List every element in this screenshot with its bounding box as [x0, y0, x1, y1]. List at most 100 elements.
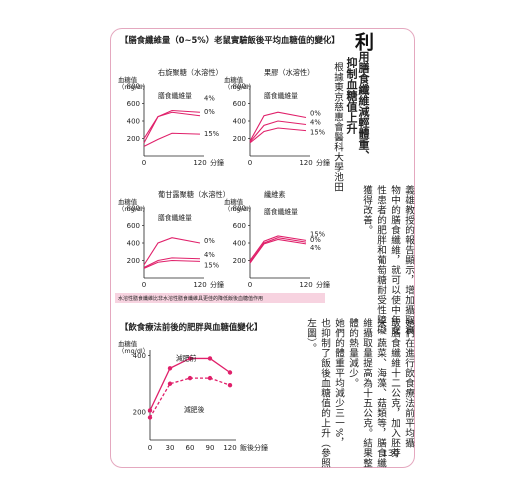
data-point	[207, 356, 213, 361]
series-line	[143, 259, 201, 269]
x-tick-label: 90	[206, 444, 215, 452]
series-label: 15%	[204, 130, 220, 138]
source-text: 根據東京慈惠會醫科大學池田	[332, 62, 343, 192]
series-label: 0%	[204, 237, 215, 245]
caption-box	[115, 293, 325, 303]
x-tick-label: 0	[142, 159, 146, 167]
series-label: 15%	[204, 261, 220, 269]
y-tick-label: 800	[233, 83, 246, 91]
legend-header: 膳食纖維量	[264, 207, 298, 216]
section1-title: 【膳食纖維量（0~5%）老鼠實驗飯後平均血糖值的變化】	[120, 35, 340, 45]
chart-dextran: 右旋聚糖（水溶性） 血糖值（mg/dl） 200 400 600 800 0 120 分鐘 膳食纖…	[118, 68, 224, 167]
y-tick-label: 600	[233, 100, 246, 108]
series-label: 4%	[204, 251, 215, 259]
body-bottom-col-5: 體的熱量減少。	[347, 318, 358, 388]
y-tick-label: 200	[233, 257, 246, 265]
data-point	[227, 382, 233, 388]
y-tick-label: 400	[127, 118, 140, 126]
y-tick-label: 800	[233, 205, 246, 213]
chart-caption: 水溶性膳食纖維比非水溶性膳食纖維具更佳的降低飯後血糖值作用	[118, 296, 264, 302]
side-title-line2: 抑制血糖值上升	[345, 57, 358, 134]
x-tick-label: 0	[248, 281, 252, 289]
body-top-col-3: 性患者的肥胖和葡萄糖耐受性障礙	[375, 185, 386, 335]
body-bottom-col-7: 也抑制了飯後血糖值的上升（參照	[319, 318, 330, 468]
x-axis-label: 分鐘	[316, 280, 330, 289]
body-bottom-col-6: 她們的體重平均減少三一%，	[333, 318, 344, 448]
series-line	[249, 237, 307, 263]
y-axis-unit: （mg/dl）	[118, 205, 149, 213]
y-tick-label: 400	[133, 352, 146, 360]
x-tick-label: 120	[299, 281, 312, 289]
y-axis-label: 血糖值	[118, 75, 138, 84]
series-line	[249, 120, 307, 143]
series-line	[143, 111, 201, 139]
x-tick-label: 120	[223, 444, 236, 452]
data-point	[147, 408, 153, 413]
data-point	[187, 356, 193, 361]
y-tick-label: 200	[233, 135, 246, 143]
x-tick-label: 30	[166, 444, 175, 452]
x-axis-label: 飯後分鐘	[240, 443, 268, 452]
series-line	[249, 235, 307, 261]
section2-title: 【飲食療法前後的肥胖與血糖值變化】	[120, 322, 263, 332]
chart-title: 右旋聚糖（水溶性）	[158, 68, 223, 77]
body-bottom-col-3: 米、蔬菜、海藻、菇類等，膳食纖	[375, 318, 386, 468]
chart-pectin: 果膠（水溶性） 血糖值（mg/dl） 200 400 600 800 0 120 分鐘 膳食纖維量…	[224, 68, 330, 167]
series-label: 15%	[310, 129, 326, 137]
y-tick-label: 800	[127, 83, 140, 91]
series-line	[143, 257, 201, 268]
body-bottom-col-1: 她們在進行飲食療法前平均攝	[403, 318, 414, 448]
y-axis-label: 血糖值	[224, 197, 244, 206]
y-tick-label: 600	[233, 222, 246, 230]
y-axis-unit: （mg/dl）	[224, 83, 255, 91]
page-frame	[110, 28, 415, 468]
series-label: 4%	[310, 119, 321, 127]
series-label: 0%	[310, 110, 321, 118]
chart-glucomannan: 葡甘露聚糖（水溶性） 血糖值（mg/dl） 200 400 600 800 0 120 分鐘 膳食…	[118, 190, 230, 289]
y-axis-unit: （mg/dl）	[118, 347, 149, 355]
y-axis-label: 血糖值	[118, 339, 138, 348]
y-tick-label: 400	[127, 240, 140, 248]
series-label: 0%	[204, 108, 215, 116]
y-tick-label: 600	[127, 100, 140, 108]
legend-header: 膳食纖維量	[158, 91, 192, 100]
series-line	[249, 238, 307, 264]
series-label: 0%	[310, 236, 321, 244]
series-label: 4%	[204, 94, 215, 102]
y-tick-label: 200	[127, 257, 140, 265]
y-tick-label: 200	[133, 408, 146, 416]
series-line	[249, 127, 307, 144]
series-label: 減肥後	[184, 405, 205, 414]
series-line	[143, 237, 201, 266]
series-label: 4%	[310, 244, 321, 252]
y-tick-label: 600	[127, 222, 140, 230]
x-tick-label: 60	[186, 444, 195, 452]
x-tick-label: 0	[142, 281, 146, 289]
x-axis-label: 分鐘	[210, 158, 224, 167]
series-label: 15%	[310, 230, 326, 238]
data-point	[167, 381, 173, 386]
chart-title: 葡甘露聚糖（水溶性）	[158, 190, 230, 199]
x-axis-label: 分鐘	[210, 280, 224, 289]
data-point	[147, 415, 153, 420]
legend-header: 膳食纖維量	[264, 91, 298, 100]
body-bottom-col-2: 取膳食纖維十二公克，加入胚芽	[389, 318, 400, 458]
chart-title: 纖維素	[264, 190, 286, 199]
y-tick-label: 400	[233, 240, 246, 248]
chart-title: 果膠（水溶性）	[264, 68, 314, 77]
series-line	[143, 132, 201, 147]
y-axis-label: 血糖值	[224, 75, 244, 84]
x-tick-label: 120	[193, 281, 206, 289]
y-tick-label: 800	[127, 205, 140, 213]
body-bottom-col-4: 維攝取量提高為十五公克。結果整	[361, 318, 372, 468]
x-tick-label: 0	[248, 159, 252, 167]
x-axis-label: 分鐘	[316, 158, 330, 167]
body-top-col-4: 獲得改善。	[361, 185, 372, 235]
body-top-col-1: 義雄教授的報告顯示，增加攝取食	[403, 185, 414, 335]
data-point	[227, 370, 233, 375]
x-tick-label: 120	[193, 159, 206, 167]
y-tick-label: 400	[233, 118, 246, 126]
